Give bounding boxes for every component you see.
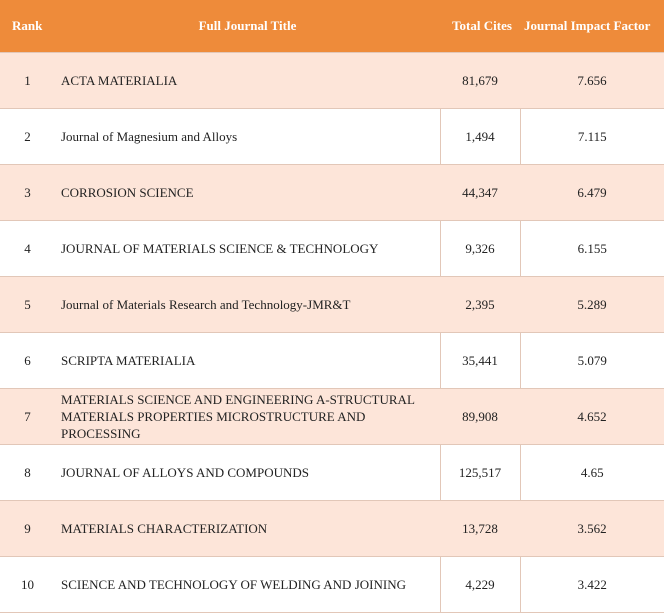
rank-cell: 3 bbox=[0, 164, 55, 221]
journal-title-cell: ACTA MATERIALIA bbox=[55, 52, 440, 109]
rank-cell: 7 bbox=[0, 388, 55, 445]
journal-title-cell: CORROSION SCIENCE bbox=[55, 164, 440, 221]
total-cites-cell: 1,494 bbox=[439, 108, 520, 165]
impact-factor-cell: 4.65 bbox=[519, 444, 664, 501]
rank-cell: 2 bbox=[0, 108, 55, 165]
journal-title-cell: MATERIALS CHARACTERIZATION bbox=[55, 500, 440, 557]
table-row: 9 MATERIALS CHARACTERIZATION 13,728 3.56… bbox=[0, 500, 664, 557]
header-rank: Rank bbox=[0, 0, 55, 53]
total-cites-cell: 9,326 bbox=[439, 220, 520, 277]
impact-factor-cell: 5.079 bbox=[519, 332, 664, 389]
table-row: 6 SCRIPTA MATERIALIA 35,441 5.079 bbox=[0, 332, 664, 389]
journal-title-cell: MATERIALS SCIENCE AND ENGINEERING A-STRU… bbox=[55, 388, 440, 445]
total-cites-cell: 89,908 bbox=[440, 388, 520, 445]
rank-cell: 10 bbox=[0, 556, 55, 613]
header-total-cites: Total Cites bbox=[440, 0, 520, 53]
rank-cell: 8 bbox=[0, 444, 55, 501]
total-cites-cell: 125,517 bbox=[439, 444, 520, 501]
header-journal-impact-factor: Journal Impact Factor bbox=[520, 0, 664, 53]
total-cites-cell: 4,229 bbox=[439, 556, 520, 613]
journal-title-cell: SCRIPTA MATERIALIA bbox=[55, 332, 440, 389]
table-row: 2 Journal of Magnesium and Alloys 1,494 … bbox=[0, 108, 664, 165]
rank-cell: 4 bbox=[0, 220, 55, 277]
rank-cell: 1 bbox=[0, 52, 55, 109]
journal-title-cell: SCIENCE AND TECHNOLOGY OF WELDING AND JO… bbox=[55, 556, 440, 613]
impact-factor-cell: 5.289 bbox=[520, 276, 664, 333]
impact-factor-cell: 3.562 bbox=[520, 500, 664, 557]
table-row: 10 SCIENCE AND TECHNOLOGY OF WELDING AND… bbox=[0, 556, 664, 613]
journal-title-cell: Journal of Materials Research and Techno… bbox=[55, 276, 440, 333]
total-cites-cell: 13,728 bbox=[440, 500, 520, 557]
journal-title-cell: JOURNAL OF ALLOYS AND COMPOUNDS bbox=[55, 444, 440, 501]
table-row: 8 JOURNAL OF ALLOYS AND COMPOUNDS 125,51… bbox=[0, 444, 664, 501]
total-cites-cell: 35,441 bbox=[439, 332, 520, 389]
impact-factor-cell: 7.656 bbox=[520, 52, 664, 109]
total-cites-cell: 44,347 bbox=[440, 164, 520, 221]
impact-factor-cell: 6.155 bbox=[519, 220, 664, 277]
journal-title-cell: JOURNAL OF MATERIALS SCIENCE & TECHNOLOG… bbox=[55, 220, 440, 277]
table-row: 5 Journal of Materials Research and Tech… bbox=[0, 276, 664, 333]
total-cites-cell: 81,679 bbox=[440, 52, 520, 109]
rank-cell: 5 bbox=[0, 276, 55, 333]
total-cites-cell: 2,395 bbox=[440, 276, 520, 333]
table-row: 4 JOURNAL OF MATERIALS SCIENCE & TECHNOL… bbox=[0, 220, 664, 277]
impact-factor-cell: 4.652 bbox=[520, 388, 664, 445]
header-full-journal-title: Full Journal Title bbox=[55, 0, 440, 53]
impact-factor-cell: 7.115 bbox=[519, 108, 664, 165]
table-row: 7 MATERIALS SCIENCE AND ENGINEERING A-ST… bbox=[0, 388, 664, 445]
header-row: Rank Full Journal Title Total Cites Jour… bbox=[0, 0, 664, 53]
table-row: 1 ACTA MATERIALIA 81,679 7.656 bbox=[0, 52, 664, 109]
rank-cell: 9 bbox=[0, 500, 55, 557]
table-row: 3 CORROSION SCIENCE 44,347 6.479 bbox=[0, 164, 664, 221]
journal-title-cell: Journal of Magnesium and Alloys bbox=[55, 108, 440, 165]
impact-factor-cell: 3.422 bbox=[519, 556, 664, 613]
rank-cell: 6 bbox=[0, 332, 55, 389]
impact-factor-cell: 6.479 bbox=[520, 164, 664, 221]
